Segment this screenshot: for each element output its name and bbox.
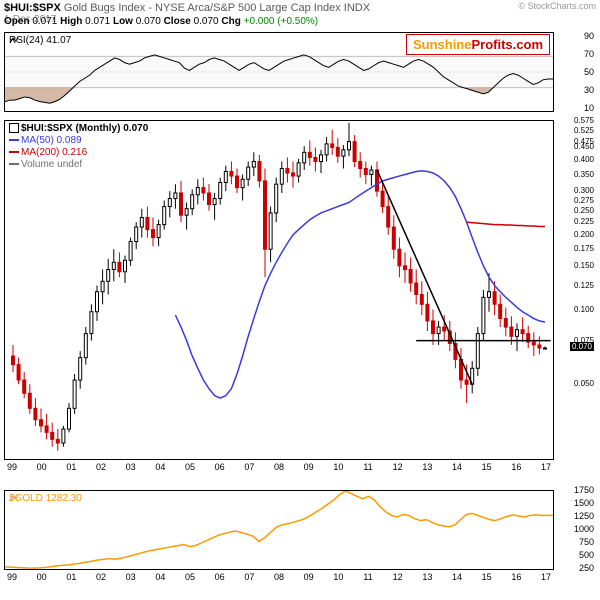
gold-legend: $GOLD 1282.30 <box>9 493 82 504</box>
price-panel: $HUI:$SPX (Monthly) 0.070MA(50) 0.089MA(… <box>4 120 554 460</box>
gold-panel: $GOLD 1282.30 <box>4 490 554 570</box>
stock-chart: $HUI:$SPX Gold Bugs Index - NYSE Arca/S&… <box>0 0 600 600</box>
xaxis-bottom: 99000102030405060708091011121314151617 <box>4 572 554 586</box>
symbol-type: INDX <box>344 2 370 14</box>
rsi-yaxis: 1030507090 <box>554 32 596 112</box>
rsi-panel: RSI(24) 41.07 <box>4 32 554 112</box>
ohlc-bar: Open 0.071 High 0.071 Low 0.070 Close 0.… <box>4 16 318 27</box>
symbol: $HUI:$SPX <box>4 2 61 14</box>
attribution: © StockCharts.com <box>518 1 596 11</box>
symbol-name: Gold Bugs Index - NYSE Arca/S&P 500 Larg… <box>64 2 341 14</box>
xaxis-top: 99000102030405060708091011121314151617 <box>4 462 554 476</box>
main-legend: $HUI:$SPX (Monthly) 0.070MA(50) 0.089MA(… <box>9 123 148 171</box>
gold-yaxis: 2505007501000125015001750 <box>554 490 596 570</box>
price-yaxis: 0.5750.5250.4750.4500.4000.3500.3000.275… <box>554 120 596 460</box>
rsi-legend: RSI(24) 41.07 <box>9 35 71 46</box>
